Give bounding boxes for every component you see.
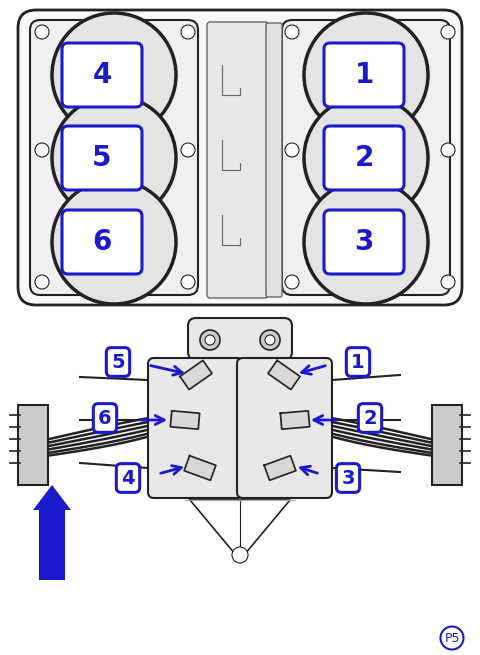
Circle shape [181,275,195,289]
Circle shape [52,180,176,304]
Text: 5: 5 [111,352,125,371]
Polygon shape [180,360,212,390]
Circle shape [35,143,49,157]
FancyBboxPatch shape [30,20,198,295]
Circle shape [35,25,49,39]
Polygon shape [184,456,216,480]
FancyArrow shape [33,485,71,580]
Text: 5: 5 [92,144,112,172]
Circle shape [304,13,428,137]
FancyBboxPatch shape [324,126,404,190]
Polygon shape [170,411,200,429]
Text: 1: 1 [351,352,365,371]
Circle shape [441,25,455,39]
FancyBboxPatch shape [207,22,268,298]
Text: 1: 1 [354,61,373,89]
FancyBboxPatch shape [282,20,450,295]
Circle shape [35,275,49,289]
Text: 2: 2 [354,144,374,172]
Text: P5: P5 [444,631,460,645]
Circle shape [265,335,275,345]
Circle shape [52,13,176,137]
FancyBboxPatch shape [62,126,142,190]
Circle shape [285,275,299,289]
Polygon shape [268,360,300,390]
Circle shape [285,143,299,157]
FancyBboxPatch shape [266,23,282,297]
Circle shape [285,25,299,39]
Text: 2: 2 [363,409,377,428]
FancyBboxPatch shape [18,10,462,305]
Circle shape [181,25,195,39]
Text: 3: 3 [341,468,355,487]
Text: 4: 4 [92,61,112,89]
Bar [18,405,48,485]
Text: 6: 6 [98,409,112,428]
Circle shape [205,335,215,345]
Circle shape [232,547,248,563]
FancyBboxPatch shape [148,358,243,498]
Polygon shape [280,411,310,429]
Bar [432,405,462,485]
FancyBboxPatch shape [62,43,142,107]
Circle shape [441,143,455,157]
Text: 6: 6 [92,228,112,256]
Text: 3: 3 [354,228,374,256]
Circle shape [304,96,428,220]
Circle shape [260,330,280,350]
Circle shape [200,330,220,350]
Circle shape [52,96,176,220]
FancyBboxPatch shape [237,358,332,498]
FancyBboxPatch shape [62,210,142,274]
Circle shape [304,180,428,304]
Circle shape [441,275,455,289]
Circle shape [181,143,195,157]
Text: 4: 4 [121,468,135,487]
FancyBboxPatch shape [324,43,404,107]
FancyBboxPatch shape [324,210,404,274]
FancyBboxPatch shape [188,318,292,360]
Polygon shape [264,456,296,480]
